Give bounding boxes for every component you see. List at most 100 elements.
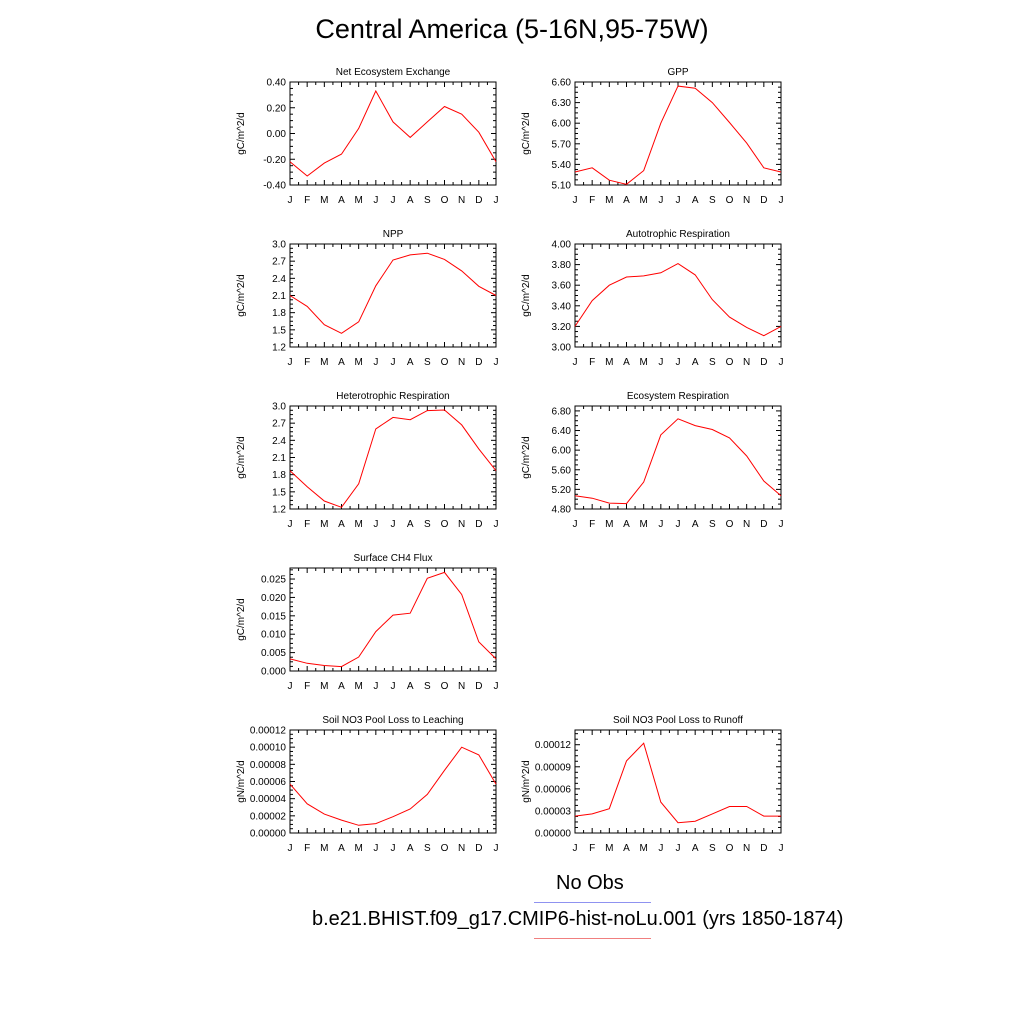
- net-ecosystem-exchange-ytick-label: 0.40: [267, 78, 287, 89]
- net-ecosystem-exchange-xtick-label: M: [320, 195, 328, 206]
- net-ecosystem-exchange-xtick-label: S: [424, 195, 431, 206]
- soil-no3-pool-loss-to-leaching-ytick-label: 0.00008: [250, 760, 287, 771]
- autotrophic-respiration-xtick-label: M: [605, 357, 613, 368]
- autotrophic-respiration-xtick-label: J: [658, 357, 663, 368]
- net-ecosystem-exchange-ytick-label: 0.20: [267, 103, 287, 114]
- autotrophic-respiration-xtick-label: A: [623, 357, 630, 368]
- gpp-xtick-label: M: [605, 195, 613, 206]
- autotrophic-respiration-xtick-label: J: [676, 357, 681, 368]
- gpp-frame: [574, 81, 782, 186]
- npp-series-line: [289, 252, 497, 334]
- net-ecosystem-exchange-frame: [289, 81, 497, 186]
- heterotrophic-respiration-xtick-label: J: [391, 519, 396, 530]
- npp-ytick-label: 1.5: [272, 325, 286, 336]
- npp-xtick-label: N: [458, 357, 465, 368]
- gpp-ytick-label: 6.60: [552, 78, 572, 89]
- heterotrophic-respiration-xtick-label: J: [288, 519, 293, 530]
- soil-no3-pool-loss-to-runoff-xtick-label: A: [692, 843, 699, 854]
- autotrophic-respiration-xtick-label: F: [589, 357, 595, 368]
- autotrophic-respiration-xtick-label: D: [760, 357, 767, 368]
- heterotrophic-respiration-ytick-label: 1.5: [272, 487, 286, 498]
- soil-no3-pool-loss-to-runoff-xtick-label: J: [658, 843, 663, 854]
- legend-entry-model-run: b.e21.BHIST.f09_g17.CMIP6-hist-noLu.001 …: [312, 908, 844, 930]
- soil-no3-pool-loss-to-runoff-ytick-label: 0.00006: [535, 784, 572, 795]
- heterotrophic-respiration-xtick-label: M: [320, 519, 328, 530]
- ecosystem-respiration-xtick-label: O: [726, 519, 734, 530]
- autotrophic-respiration-xtick-label: M: [639, 357, 647, 368]
- soil-no3-pool-loss-to-runoff-xtick-label: J: [573, 843, 578, 854]
- surface-ch4-flux-xtick-label: D: [475, 681, 482, 692]
- heterotrophic-respiration-xtick-label: M: [354, 519, 362, 530]
- net-ecosystem-exchange-xtick-label: A: [338, 195, 345, 206]
- npp-ytick-label: 2.1: [272, 291, 286, 302]
- ecosystem-respiration-xtick-label: J: [676, 519, 681, 530]
- autotrophic-respiration-ytick-label: 3.20: [552, 322, 572, 333]
- surface-ch4-flux-xtick-label: A: [407, 681, 414, 692]
- soil-no3-pool-loss-to-leaching-xtick-label: J: [373, 843, 378, 854]
- ecosystem-respiration-xtick-label: J: [779, 519, 784, 530]
- surface-ch4-flux-frame: [289, 567, 497, 672]
- ecosystem-respiration-xtick-label: J: [573, 519, 578, 530]
- npp-ytick-label: 3.0: [272, 240, 286, 251]
- soil-no3-pool-loss-to-leaching-xtick-label: J: [288, 843, 293, 854]
- soil-no3-pool-loss-to-runoff-xtick-label: N: [743, 843, 750, 854]
- npp-xtick-label: S: [424, 357, 431, 368]
- surface-ch4-flux-series-line: [289, 571, 497, 668]
- soil-no3-pool-loss-to-leaching-ylabel: gN/m^2/d: [236, 760, 247, 803]
- surface-ch4-flux-ylabel: gC/m^2/d: [236, 598, 247, 641]
- npp-xtick-label: J: [494, 357, 499, 368]
- soil-no3-pool-loss-to-leaching-ytick-label: 0.00010: [250, 743, 287, 754]
- ecosystem-respiration-ytick-label: 4.80: [552, 505, 572, 516]
- soil-no3-pool-loss-to-leaching-ytick-label: 0.00000: [250, 829, 287, 840]
- soil-no3-pool-loss-to-runoff-xtick-label: D: [760, 843, 767, 854]
- npp-xtick-label: J: [373, 357, 378, 368]
- soil-no3-pool-loss-to-runoff-xtick-label: M: [639, 843, 647, 854]
- npp-ytick-label: 1.8: [272, 308, 286, 319]
- soil-no3-pool-loss-to-leaching-xtick-label: A: [407, 843, 414, 854]
- surface-ch4-flux-ytick-label: 0.000: [261, 667, 286, 678]
- heterotrophic-respiration-xtick-label: A: [338, 519, 345, 530]
- net-ecosystem-exchange-ytick-label: -0.40: [263, 181, 286, 192]
- surface-ch4-flux-ytick-label: 0.025: [261, 575, 286, 586]
- ecosystem-respiration-xtick-label: M: [639, 519, 647, 530]
- autotrophic-respiration-ytick-label: 3.40: [552, 301, 572, 312]
- heterotrophic-respiration-xtick-label: N: [458, 519, 465, 530]
- npp-ytick-label: 1.2: [272, 343, 286, 354]
- heterotrophic-respiration-ytick-label: 2.1: [272, 453, 286, 464]
- net-ecosystem-exchange-xtick-label: J: [288, 195, 293, 206]
- heterotrophic-respiration-xtick-label: S: [424, 519, 431, 530]
- net-ecosystem-exchange-xtick-label: A: [407, 195, 414, 206]
- soil-no3-pool-loss-to-leaching-series-line: [289, 746, 497, 826]
- surface-ch4-flux-ytick-label: 0.020: [261, 593, 286, 604]
- soil-no3-pool-loss-to-leaching-ytick-label: 0.00012: [250, 726, 287, 737]
- surface-ch4-flux-xtick-label: S: [424, 681, 431, 692]
- surface-ch4-flux-xtick-label: N: [458, 681, 465, 692]
- ecosystem-respiration-xtick-label: N: [743, 519, 750, 530]
- autotrophic-respiration-ylabel: gC/m^2/d: [521, 274, 532, 317]
- ecosystem-respiration-xtick-label: M: [605, 519, 613, 530]
- heterotrophic-respiration-xtick-label: A: [407, 519, 414, 530]
- npp-xtick-label: D: [475, 357, 482, 368]
- surface-ch4-flux-xtick-label: F: [304, 681, 310, 692]
- soil-no3-pool-loss-to-leaching-xtick-label: M: [320, 843, 328, 854]
- ecosystem-respiration-ytick-label: 5.60: [552, 465, 572, 476]
- surface-ch4-flux-xtick-label: J: [288, 681, 293, 692]
- gpp-xtick-label: O: [726, 195, 734, 206]
- autotrophic-respiration-ytick-label: 4.00: [552, 240, 572, 251]
- soil-no3-pool-loss-to-leaching-xtick-label: N: [458, 843, 465, 854]
- heterotrophic-respiration-ytick-label: 2.7: [272, 419, 286, 430]
- soil-no3-pool-loss-to-runoff-xtick-label: M: [605, 843, 613, 854]
- soil-no3-pool-loss-to-leaching-xtick-label: J: [391, 843, 396, 854]
- npp-xtick-label: A: [407, 357, 414, 368]
- net-ecosystem-exchange-xtick-label: M: [354, 195, 362, 206]
- soil-no3-pool-loss-to-leaching-xtick-label: F: [304, 843, 310, 854]
- soil-no3-pool-loss-to-leaching-xtick-label: M: [354, 843, 362, 854]
- net-ecosystem-exchange-xtick-label: O: [441, 195, 449, 206]
- soil-no3-pool-loss-to-leaching-xtick-label: O: [441, 843, 449, 854]
- legend-line-no-obs: [534, 902, 651, 903]
- surface-ch4-flux-xtick-label: O: [441, 681, 449, 692]
